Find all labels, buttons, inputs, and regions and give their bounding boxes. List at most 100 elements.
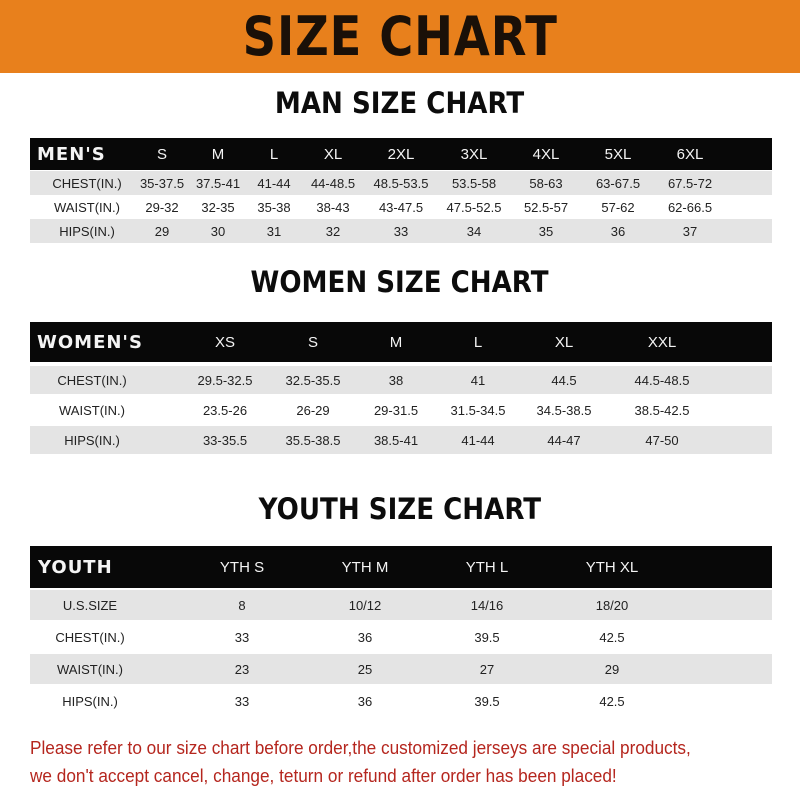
table-cell: 42.5 <box>599 693 625 709</box>
table-row: WAIST(IN.) 29-32 32-35 35-38 38-43 43-47.5 47.… <box>30 195 772 219</box>
table-cell: 38-43 <box>316 199 350 215</box>
table-cell: 41 <box>470 372 486 388</box>
table-cell: 18/20 <box>595 597 629 613</box>
table-cell: 31 <box>266 223 282 239</box>
size-column-header: XL <box>323 145 343 163</box>
table-cell: 38.5-41 <box>373 432 419 448</box>
size-column-header: YTH L <box>465 558 509 576</box>
row-label: CHEST(IN.) <box>57 372 127 388</box>
table-cell: 58-63 <box>529 175 563 191</box>
table-cell: 23.5-26 <box>202 402 248 418</box>
table-cell: 33 <box>393 223 409 239</box>
table-cell: 31.5-34.5 <box>450 402 506 418</box>
table-category-label: WOMEN'S <box>37 331 143 353</box>
table-header-row: WOMEN'S XS S M L XL XXL <box>30 322 772 362</box>
table-cell: 36 <box>357 693 373 709</box>
table-cell: 23 <box>234 661 250 677</box>
table-cell: 47.5-52.5 <box>446 199 502 215</box>
table-cell: 37 <box>682 223 698 239</box>
row-label: HIPS(IN.) <box>59 223 115 239</box>
table-cell: 33-35.5 <box>202 432 248 448</box>
table-cell: 29 <box>154 223 170 239</box>
size-chart-banner: SIZE CHART <box>0 0 800 73</box>
table-header-row: YOUTH YTH S YTH M YTH L YTH XL <box>30 546 772 588</box>
table-cell: 14/16 <box>470 597 504 613</box>
table-row: U.S.SIZE 8 10/12 14/16 18/20 <box>30 590 772 620</box>
youth-section-title: YOUTH SIZE CHART <box>258 492 542 526</box>
table-cell: 41-44 <box>257 175 291 191</box>
row-label: WAIST(IN.) <box>59 402 125 418</box>
table-cell: 8 <box>238 597 246 613</box>
table-row: HIPS(IN.) 33-35.5 35.5-38.5 38.5-41 41-44 44-… <box>30 426 772 454</box>
table-cell: 37.5-41 <box>195 175 241 191</box>
table-cell: 52.5-57 <box>523 199 569 215</box>
table-cell: 36 <box>610 223 626 239</box>
table-cell: 35.5-38.5 <box>285 432 341 448</box>
table-cell: 35 <box>538 223 554 239</box>
size-column-header: S <box>307 333 319 351</box>
table-cell: 63-67.5 <box>595 175 641 191</box>
table-cell: 44.5 <box>551 372 577 388</box>
row-label: U.S.SIZE <box>62 597 118 613</box>
size-column-header: YTH S <box>219 558 265 576</box>
table-cell: 26-29 <box>296 402 330 418</box>
size-column-header: S <box>156 145 168 163</box>
size-column-header: XS <box>214 333 236 351</box>
table-cell: 47-50 <box>645 432 679 448</box>
table-cell: 44-47 <box>547 432 581 448</box>
men-section-title: MAN SIZE CHART <box>275 86 525 120</box>
table-header-row: MEN'S S M L XL 2XL 3XL 4XL 5XL 6XL <box>30 138 772 170</box>
table-row: HIPS(IN.) 29 30 31 32 33 34 35 36 37 <box>30 219 772 243</box>
size-column-header: YTH XL <box>585 558 639 576</box>
row-label: HIPS(IN.) <box>62 693 118 709</box>
size-column-header: 3XL <box>460 145 488 163</box>
table-cell: 34 <box>466 223 482 239</box>
table-cell: 35-37.5 <box>139 175 185 191</box>
notice-line-2: we don't accept cancel, change, teturn o… <box>30 765 617 786</box>
table-cell: 25 <box>357 661 373 677</box>
table-cell: 41-44 <box>461 432 495 448</box>
table-category-label: YOUTH <box>38 556 113 578</box>
size-column-header: 4XL <box>532 145 560 163</box>
table-cell: 34.5-38.5 <box>536 402 592 418</box>
table-row: WAIST(IN.) 23.5-26 26-29 29-31.5 31.5-34.5 34… <box>30 396 772 424</box>
row-label: HIPS(IN.) <box>64 432 120 448</box>
table-cell: 38 <box>388 372 404 388</box>
table-cell: 44-48.5 <box>310 175 356 191</box>
table-cell: 44.5-48.5 <box>634 372 690 388</box>
row-label: CHEST(IN.) <box>52 175 122 191</box>
size-column-header: M <box>211 145 225 163</box>
table-cell: 38.5-42.5 <box>634 402 690 418</box>
table-row: CHEST(IN.) 33 36 39.5 42.5 <box>30 622 772 652</box>
table-cell: 36 <box>357 629 373 645</box>
row-label: WAIST(IN.) <box>54 199 120 215</box>
size-column-header: XXL <box>647 333 677 351</box>
table-cell: 33 <box>234 629 250 645</box>
row-label: WAIST(IN.) <box>57 661 123 677</box>
size-column-header: 2XL <box>387 145 415 163</box>
table-category-label: MEN'S <box>37 143 106 165</box>
table-cell: 39.5 <box>474 693 500 709</box>
women-section-title: WOMEN SIZE CHART <box>251 265 549 299</box>
size-column-header: M <box>389 333 403 351</box>
size-column-header: L <box>473 333 483 351</box>
table-cell: 33 <box>234 693 250 709</box>
table-row: WAIST(IN.) 23 25 27 29 <box>30 654 772 684</box>
size-column-header: 5XL <box>604 145 632 163</box>
table-cell: 32 <box>325 223 341 239</box>
table-row: CHEST(IN.) 29.5-32.5 32.5-35.5 38 41 44.5 44.5… <box>30 366 772 394</box>
table-cell: 30 <box>210 223 226 239</box>
table-cell: 43-47.5 <box>378 199 424 215</box>
size-column-header: L <box>269 145 279 163</box>
size-column-header: 6XL <box>676 145 704 163</box>
table-cell: 32-35 <box>201 199 235 215</box>
table-cell: 39.5 <box>474 629 500 645</box>
table-cell: 35-38 <box>257 199 291 215</box>
table-row: CHEST(IN.) 35-37.5 37.5-41 41-44 44-48.5 48.5… <box>30 171 772 195</box>
table-cell: 29-32 <box>145 199 179 215</box>
table-cell: 67.5-72 <box>667 175 713 191</box>
table-cell: 32.5-35.5 <box>285 372 341 388</box>
table-cell: 62-66.5 <box>667 199 713 215</box>
row-label: CHEST(IN.) <box>55 629 125 645</box>
notice-line-1: Please refer to our size chart before or… <box>30 737 691 758</box>
